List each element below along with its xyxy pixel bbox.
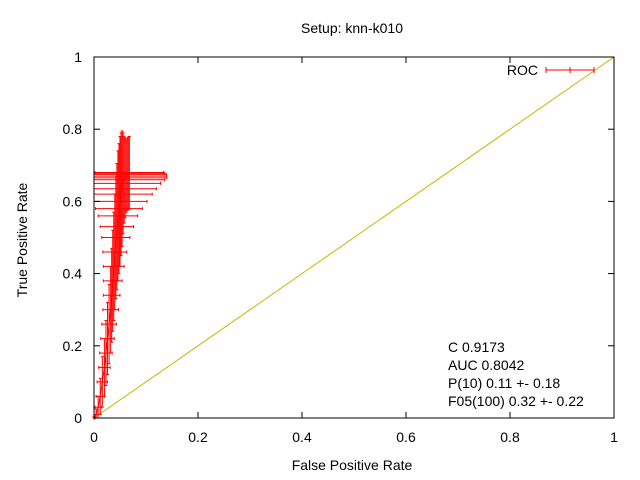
annotation-f05: F05(100) 0.32 +- 0.22 bbox=[448, 393, 584, 409]
reference-line-layer bbox=[93, 56, 615, 419]
roc-curve-line bbox=[93, 172, 130, 419]
x-tick-label: 0.2 bbox=[188, 429, 208, 445]
annotation-auc: AUC 0.8042 bbox=[448, 357, 524, 373]
annotation-p10: P(10) 0.11 +- 0.18 bbox=[448, 375, 560, 391]
x-tick-label: 0.6 bbox=[396, 429, 416, 445]
chart-title: Setup: knn-k010 bbox=[301, 20, 403, 36]
x-tick-label: 0 bbox=[90, 429, 98, 445]
y-tick-label: 0.2 bbox=[63, 338, 83, 354]
plot-frame bbox=[93, 56, 615, 419]
roc-series-layer bbox=[92, 130, 168, 420]
y-tick-group: 0 0.2 0.4 0.6 0.8 1 bbox=[63, 49, 614, 426]
stats-annotations: C 0.9173 AUC 0.8042 P(10) 0.11 +- 0.18 F… bbox=[448, 339, 584, 409]
y-axis-label: True Positive Rate bbox=[14, 182, 30, 297]
y-tick-label: 0.4 bbox=[63, 266, 83, 282]
x-tick-group: 0 0.2 0.4 0.6 0.8 1 bbox=[90, 57, 618, 445]
reference-diagonal-line bbox=[93, 56, 615, 419]
x-axis-label: False Positive Rate bbox=[292, 457, 413, 473]
legend: ROC bbox=[507, 62, 595, 78]
y-tick-label: 0.8 bbox=[63, 121, 83, 137]
x-tick-label: 0.4 bbox=[292, 429, 312, 445]
y-tick-label: 0.6 bbox=[63, 193, 83, 209]
legend-label-roc: ROC bbox=[507, 62, 538, 78]
legend-sample-roc bbox=[545, 67, 595, 73]
x-tick-label: 0.8 bbox=[500, 429, 520, 445]
x-tick-label: 1 bbox=[610, 429, 618, 445]
y-tick-label: 1 bbox=[74, 49, 82, 65]
annotation-c: C 0.9173 bbox=[448, 339, 505, 355]
y-tick-label: 0 bbox=[74, 410, 82, 426]
